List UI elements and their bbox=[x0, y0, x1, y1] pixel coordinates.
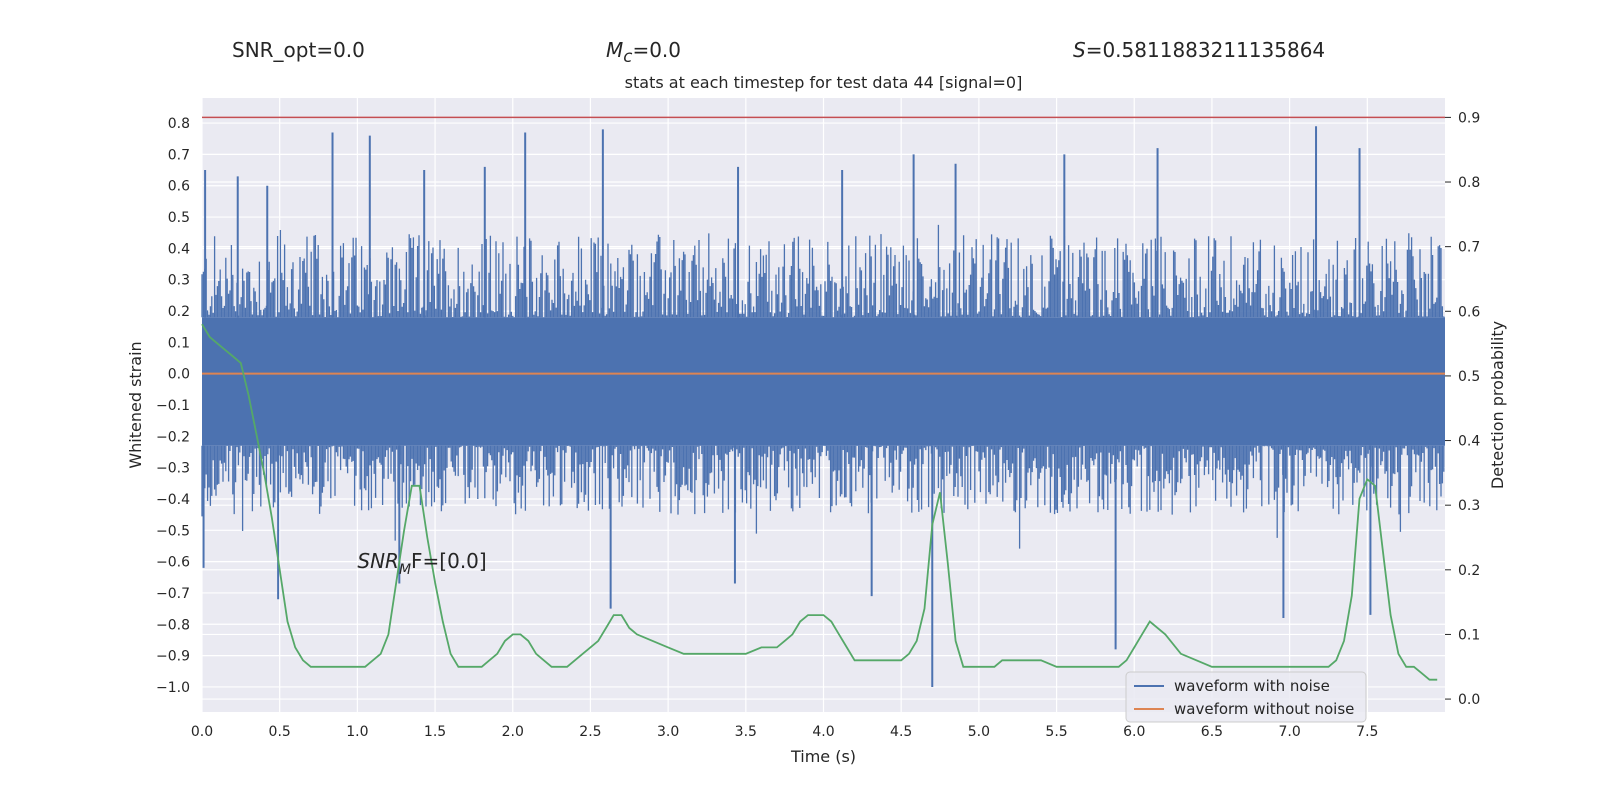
y-tick-label: 0.2 bbox=[168, 304, 190, 320]
x-tick-label: 5.0 bbox=[968, 724, 990, 740]
y2-tick-label: 0.3 bbox=[1458, 498, 1480, 514]
y-tick-label: 0.4 bbox=[168, 241, 190, 257]
y2-tick-label: 0.9 bbox=[1458, 110, 1480, 126]
x-tick-label: 6.0 bbox=[1123, 724, 1145, 740]
y2-tick-label: 0.1 bbox=[1458, 627, 1480, 643]
x-tick-label: 5.5 bbox=[1045, 724, 1067, 740]
y-tick-label: −0.7 bbox=[156, 586, 190, 602]
y-tick-label: −0.6 bbox=[156, 555, 190, 571]
y-axis-label: Whitened strain bbox=[126, 341, 145, 468]
x-tick-label: 0.5 bbox=[269, 724, 291, 740]
x-tick-label: 4.5 bbox=[890, 724, 912, 740]
snr-opt-label: SNR_opt=0.0 bbox=[232, 38, 365, 62]
y-tick-label: −0.3 bbox=[156, 461, 190, 477]
score-symbol: S bbox=[1073, 38, 1086, 62]
y2-tick-label: 0.6 bbox=[1458, 304, 1480, 320]
annotation-value: F=[0.0] bbox=[411, 549, 487, 573]
y2-tick-label: 0.8 bbox=[1458, 175, 1480, 191]
y-tick-label: −0.1 bbox=[156, 398, 190, 414]
y2-tick-label: 0.7 bbox=[1458, 240, 1480, 256]
y-tick-label: −0.2 bbox=[156, 429, 190, 445]
x-tick-label: 1.0 bbox=[346, 724, 368, 740]
legend: waveform with noise waveform without noi… bbox=[1125, 671, 1367, 723]
legend-box bbox=[1125, 671, 1367, 723]
chirp-mass-subscript: c bbox=[623, 47, 633, 66]
y2-tick-label: 0.0 bbox=[1458, 692, 1480, 708]
x-axis-label: Time (s) bbox=[790, 747, 856, 766]
y-tick-label: 0.0 bbox=[168, 367, 190, 383]
chirp-mass-label: Mc=0.0 bbox=[606, 38, 681, 66]
y-tick-label: 0.3 bbox=[168, 273, 190, 289]
y-tick-label: 0.5 bbox=[168, 210, 190, 226]
y2-tick-label: 0.5 bbox=[1458, 369, 1480, 385]
x-tick-label: 4.0 bbox=[812, 724, 834, 740]
legend-label-clean: waveform without noise bbox=[1174, 700, 1354, 718]
y-tick-label: 0.1 bbox=[168, 335, 190, 351]
y-tick-label: 0.7 bbox=[168, 147, 190, 163]
y-tick-label: 0.6 bbox=[168, 179, 190, 195]
chart-title: stats at each timestep for test data 44 … bbox=[625, 73, 1023, 92]
x-tick-label: 7.5 bbox=[1356, 724, 1378, 740]
x-tick-label: 0.0 bbox=[191, 724, 213, 740]
score-value: =0.5811883211135864 bbox=[1085, 38, 1326, 62]
chirp-mass-value: =0.0 bbox=[632, 38, 682, 62]
x-tick-label: 2.5 bbox=[579, 724, 601, 740]
noise-core-band bbox=[202, 317, 1445, 446]
x-tick-label: 1.5 bbox=[424, 724, 446, 740]
x-tick-label: 7.0 bbox=[1278, 724, 1300, 740]
noise-spikes bbox=[201, 224, 1445, 549]
y2-axis-label: Detection probability bbox=[1488, 321, 1507, 489]
probability-line bbox=[201, 323, 1438, 681]
legend-label-noise: waveform with noise bbox=[1174, 677, 1330, 695]
y-tick-label: −1.0 bbox=[156, 680, 190, 696]
chirp-mass-symbol: M bbox=[606, 38, 624, 62]
y-tick-label: −0.5 bbox=[156, 523, 190, 539]
y-tick-label: 0.8 bbox=[168, 116, 190, 132]
y2-tick-label: 0.2 bbox=[1458, 563, 1480, 579]
x-tick-label: 6.5 bbox=[1201, 724, 1223, 740]
noise-waveform bbox=[201, 126, 1445, 687]
x-tick-label: 3.5 bbox=[735, 724, 757, 740]
y2-tick-label: 0.4 bbox=[1458, 434, 1480, 450]
y-tick-label: −0.4 bbox=[156, 492, 190, 508]
x-tick-label: 3.0 bbox=[657, 724, 679, 740]
axis-ticks: 0.0 0.5 1.0 1.5 2.0 2.5 3.0 3.5 4.0 4.5 5.0 5.5 6.0 6… bbox=[156, 110, 1480, 740]
snr-mf-annotation: SNRMF=[0.0] bbox=[357, 549, 486, 578]
score-label: S=0.5811883211135864 bbox=[1073, 38, 1325, 62]
y-tick-label: −0.8 bbox=[156, 617, 190, 633]
annotation-symbol: SNR bbox=[357, 549, 399, 573]
x-tick-label: 2.0 bbox=[502, 724, 524, 740]
y-tick-label: −0.9 bbox=[156, 649, 190, 665]
annotation-subscript: M bbox=[399, 562, 411, 578]
